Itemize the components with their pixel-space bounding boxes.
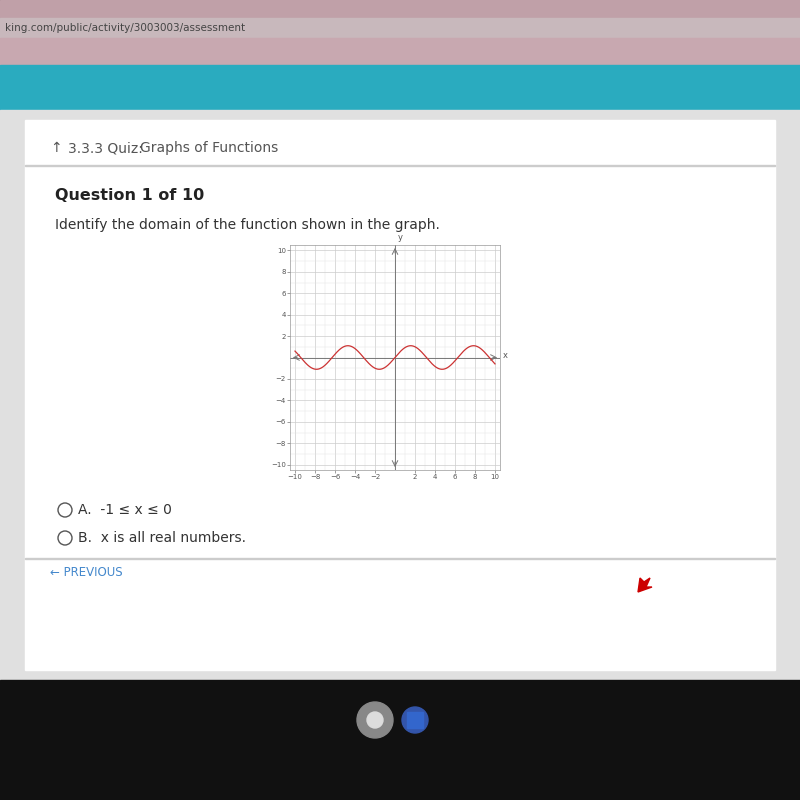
Text: Identify the domain of the function shown in the graph.: Identify the domain of the function show… (55, 218, 440, 232)
Circle shape (58, 531, 72, 545)
Bar (0, 18, 800, 38)
Bar (25, 120, 775, 670)
Bar (0, 0, 800, 18)
Text: y: y (398, 233, 402, 242)
Text: Question 1 of 10: Question 1 of 10 (55, 187, 204, 202)
Bar (0, 38, 800, 65)
Polygon shape (638, 578, 652, 592)
Bar (0, 680, 800, 800)
Text: 3.3.3 Quiz:: 3.3.3 Quiz: (68, 141, 147, 155)
Text: A.  -1 ≤ x ≤ 0: A. -1 ≤ x ≤ 0 (78, 503, 172, 517)
Text: Graphs of Functions: Graphs of Functions (140, 141, 278, 155)
Bar (0, 65, 800, 110)
Text: king.com/public/activity/3003003/assessment: king.com/public/activity/3003003/assessm… (5, 23, 245, 33)
Text: ↑: ↑ (50, 141, 62, 155)
Text: ← PREVIOUS: ← PREVIOUS (50, 566, 122, 578)
Bar (25, 558, 775, 559)
Circle shape (357, 702, 393, 738)
Text: x: x (503, 351, 508, 360)
Circle shape (58, 503, 72, 517)
Text: B.  x is all real numbers.: B. x is all real numbers. (78, 531, 246, 545)
Bar (407, 712, 423, 728)
Circle shape (367, 712, 383, 728)
Bar (25, 165, 775, 166)
Bar (0, 110, 800, 680)
Circle shape (402, 707, 428, 733)
